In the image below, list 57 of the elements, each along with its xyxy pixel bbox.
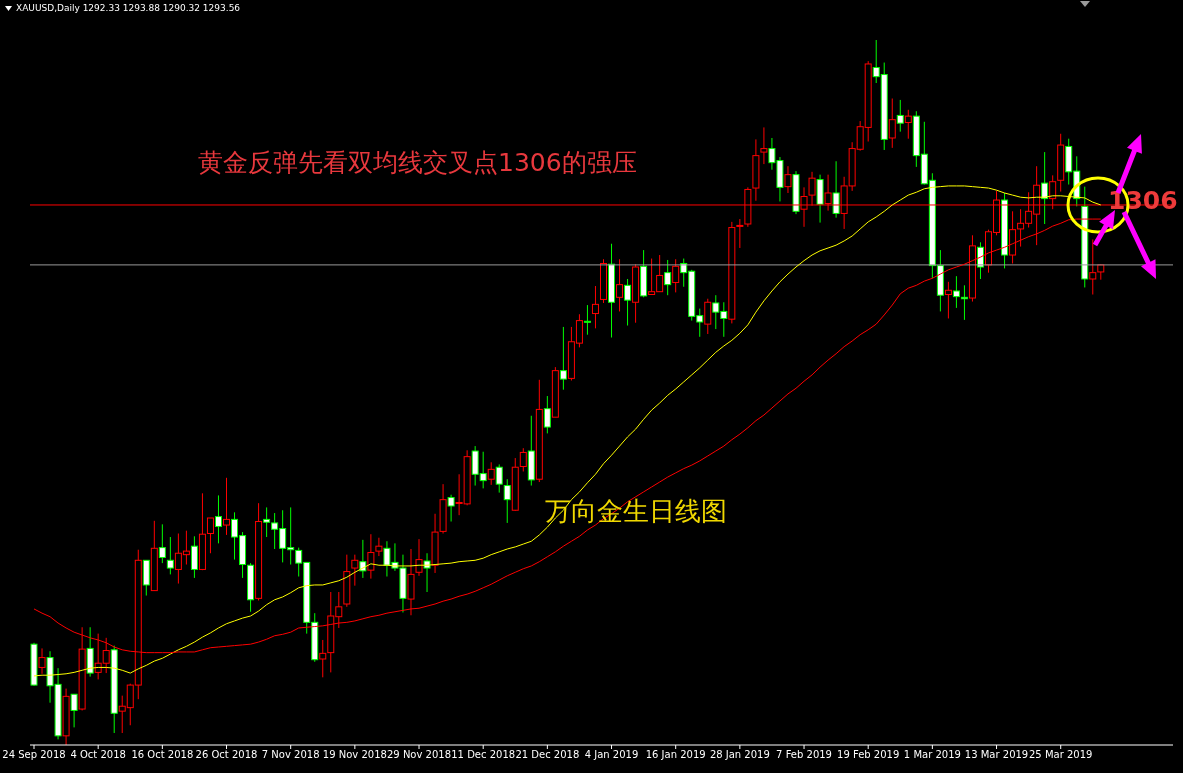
candlestick xyxy=(672,258,680,293)
x-tick-label: 7 Feb 2019 xyxy=(776,749,832,761)
candlestick xyxy=(624,278,632,327)
x-tick-label: 13 Mar 2019 xyxy=(964,749,1029,761)
x-tick-label: 21 Dec 2018 xyxy=(515,749,580,761)
candlestick xyxy=(223,477,231,536)
x-tick-label: 28 Jan 2019 xyxy=(709,749,770,761)
x-tick-label: 16 Jan 2019 xyxy=(645,749,706,761)
x-tick-label: 4 Jan 2019 xyxy=(584,749,639,761)
candlestick xyxy=(736,218,744,249)
x-tick-label: 16 Oct 2018 xyxy=(131,749,194,761)
candlestick xyxy=(559,326,567,391)
candlestick xyxy=(415,538,423,577)
candlestick xyxy=(944,281,952,319)
candlestick xyxy=(351,554,359,587)
candlestick xyxy=(166,536,174,575)
candlestick xyxy=(70,693,78,728)
x-tick-label: 19 Nov 2018 xyxy=(322,749,387,761)
candlestick xyxy=(190,535,198,579)
candlestick xyxy=(896,99,904,133)
candlestick xyxy=(367,533,375,580)
candlestick xyxy=(591,285,599,329)
x-tick-label: 1 Mar 2019 xyxy=(903,749,961,761)
text: 黄金反弹先看双均线交叉点1306的强压 xyxy=(198,147,637,179)
x-tick-label: 7 Nov 2018 xyxy=(261,749,320,761)
candlestick xyxy=(519,447,527,472)
candlestick xyxy=(704,298,712,335)
candlestick xyxy=(214,494,222,544)
candlestick xyxy=(904,109,912,140)
chart-subtitle: XAUUSD,Daily 1292.33 1293.88 1290.32 1293.56 xyxy=(16,3,241,13)
candlestick xyxy=(206,517,214,554)
candlestick xyxy=(487,461,495,486)
candlestick xyxy=(375,537,383,557)
candlestick xyxy=(760,126,768,165)
x-tick-label: 19 Feb 2019 xyxy=(837,749,900,761)
x-tick-label: 25 Mar 2019 xyxy=(1029,749,1093,761)
candlestick xyxy=(952,275,960,309)
x-tick-label: 11 Dec 2018 xyxy=(451,749,516,761)
x-tick-label: 24 Sep 2018 xyxy=(2,749,66,761)
candlestick xyxy=(888,98,896,149)
x-tick-label: 4 Oct 2018 xyxy=(70,749,126,761)
candlestick xyxy=(784,165,792,194)
candlestick xyxy=(664,259,672,296)
candlestick xyxy=(495,463,503,494)
candlestick xyxy=(543,395,551,434)
candlestick xyxy=(359,539,367,579)
candlestick xyxy=(319,639,327,678)
candlestick xyxy=(503,478,511,524)
candlestick xyxy=(616,258,624,312)
candlestick xyxy=(158,523,166,564)
candlestick xyxy=(38,647,46,675)
x-tick-label: 26 Oct 2018 xyxy=(195,749,258,761)
candlestick xyxy=(447,494,455,523)
candlestick xyxy=(583,304,591,336)
candlestick xyxy=(1041,151,1049,225)
candlestick xyxy=(832,160,840,219)
x-tick-label: 29 Nov 2018 xyxy=(386,749,452,761)
